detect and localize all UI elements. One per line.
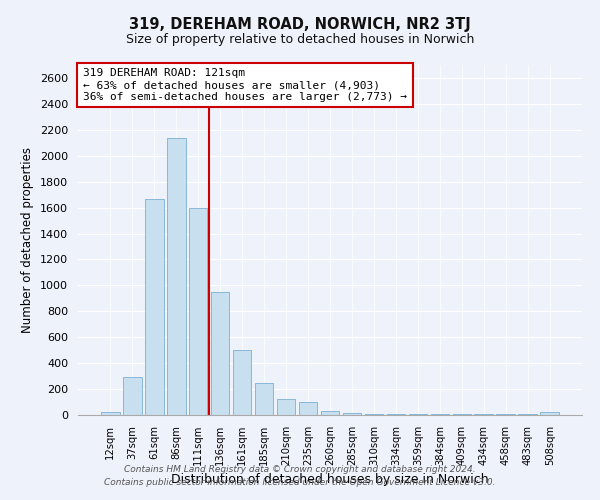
- Bar: [211, 292, 229, 415]
- Bar: [496, 414, 515, 415]
- Bar: [343, 413, 361, 415]
- X-axis label: Distribution of detached houses by size in Norwich: Distribution of detached houses by size …: [171, 474, 489, 486]
- Text: 319, DEREHAM ROAD, NORWICH, NR2 3TJ: 319, DEREHAM ROAD, NORWICH, NR2 3TJ: [129, 18, 471, 32]
- Bar: [452, 414, 471, 415]
- Text: Size of property relative to detached houses in Norwich: Size of property relative to detached ho…: [126, 32, 474, 46]
- Bar: [167, 138, 185, 415]
- Bar: [189, 208, 208, 415]
- Text: Contains public sector information licensed under the Open Government Licence v3: Contains public sector information licen…: [104, 478, 496, 487]
- Bar: [299, 402, 317, 415]
- Bar: [518, 414, 537, 415]
- Bar: [365, 414, 383, 415]
- Bar: [409, 414, 427, 415]
- Bar: [386, 414, 405, 415]
- Text: Contains HM Land Registry data © Crown copyright and database right 2024.: Contains HM Land Registry data © Crown c…: [124, 466, 476, 474]
- Bar: [320, 411, 340, 415]
- Bar: [233, 350, 251, 415]
- Bar: [431, 414, 449, 415]
- Bar: [255, 383, 274, 415]
- Bar: [145, 198, 164, 415]
- Y-axis label: Number of detached properties: Number of detached properties: [22, 147, 34, 333]
- Bar: [123, 377, 142, 415]
- Bar: [475, 414, 493, 415]
- Bar: [541, 412, 559, 415]
- Text: 319 DEREHAM ROAD: 121sqm
← 63% of detached houses are smaller (4,903)
36% of sem: 319 DEREHAM ROAD: 121sqm ← 63% of detach…: [83, 68, 407, 102]
- Bar: [101, 412, 119, 415]
- Bar: [277, 399, 295, 415]
